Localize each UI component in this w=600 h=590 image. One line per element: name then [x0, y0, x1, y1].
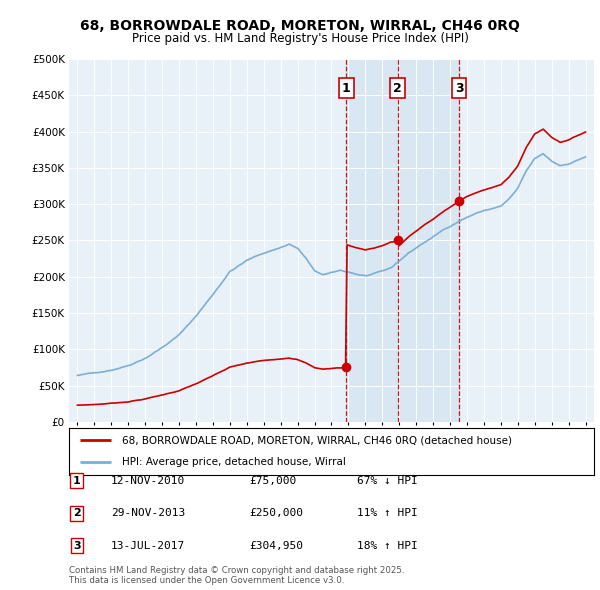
Text: 18% ↑ HPI: 18% ↑ HPI — [357, 541, 418, 550]
Bar — [346, 59, 459, 422]
Text: £250,000: £250,000 — [249, 509, 303, 518]
Text: 2: 2 — [73, 509, 80, 518]
Text: 1: 1 — [73, 476, 80, 486]
Text: 3: 3 — [73, 541, 80, 550]
Text: Price paid vs. HM Land Registry's House Price Index (HPI): Price paid vs. HM Land Registry's House … — [131, 32, 469, 45]
Text: 1: 1 — [342, 81, 350, 94]
Text: £75,000: £75,000 — [249, 476, 296, 486]
Text: 3: 3 — [455, 81, 463, 94]
Text: 13-JUL-2017: 13-JUL-2017 — [111, 541, 185, 550]
Text: HPI: Average price, detached house, Wirral: HPI: Average price, detached house, Wirr… — [121, 457, 346, 467]
Text: 2: 2 — [394, 81, 402, 94]
Text: 67% ↓ HPI: 67% ↓ HPI — [357, 476, 418, 486]
Text: 11% ↑ HPI: 11% ↑ HPI — [357, 509, 418, 518]
Text: Contains HM Land Registry data © Crown copyright and database right 2025.
This d: Contains HM Land Registry data © Crown c… — [69, 566, 404, 585]
Text: 29-NOV-2013: 29-NOV-2013 — [111, 509, 185, 518]
Text: 68, BORROWDALE ROAD, MORETON, WIRRAL, CH46 0RQ: 68, BORROWDALE ROAD, MORETON, WIRRAL, CH… — [80, 19, 520, 33]
Text: 68, BORROWDALE ROAD, MORETON, WIRRAL, CH46 0RQ (detached house): 68, BORROWDALE ROAD, MORETON, WIRRAL, CH… — [121, 435, 511, 445]
Text: £304,950: £304,950 — [249, 541, 303, 550]
Text: 12-NOV-2010: 12-NOV-2010 — [111, 476, 185, 486]
